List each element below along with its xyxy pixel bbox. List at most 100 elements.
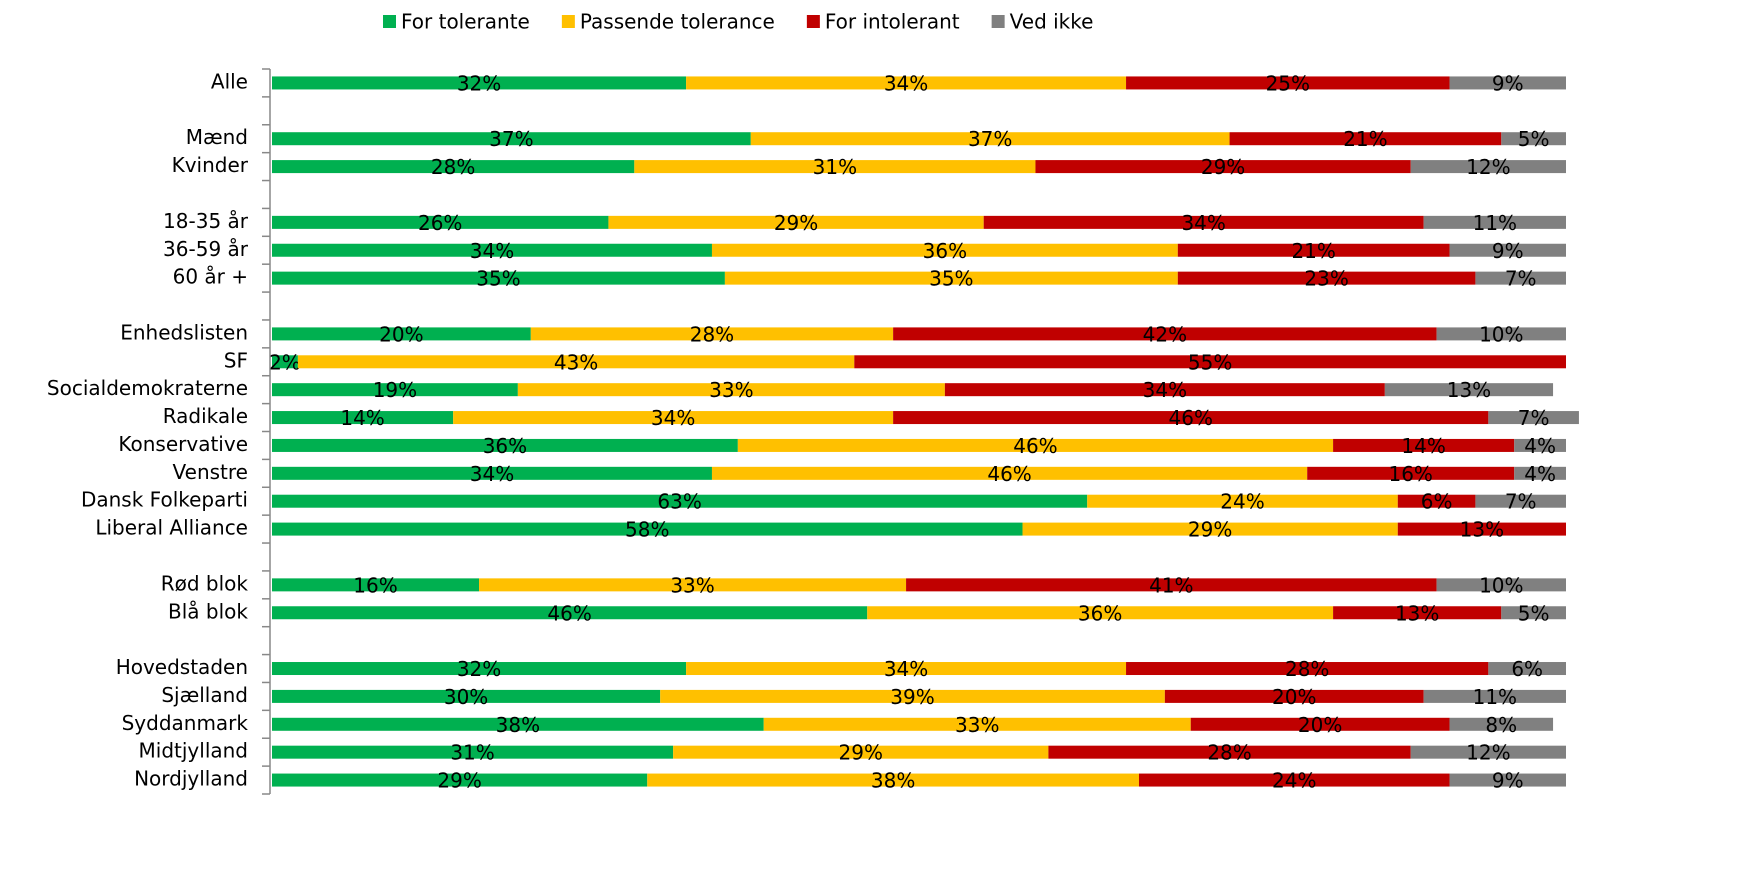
bar-segment <box>479 578 907 592</box>
bar-segment <box>1449 717 1554 731</box>
y-tick-label: Rød blok <box>161 571 249 595</box>
bar-segment <box>724 271 1178 285</box>
data-label: 58% <box>625 518 669 542</box>
data-label: 5% <box>1518 601 1550 625</box>
data-label: 16% <box>353 573 397 597</box>
bar-segment <box>272 383 518 397</box>
bar-segment <box>1501 606 1566 620</box>
data-label: 34% <box>470 462 514 486</box>
bar-segment <box>711 243 1178 257</box>
bar-segment <box>1384 383 1554 397</box>
y-tick-label: Midtjylland <box>139 739 248 763</box>
bar-segment <box>608 215 984 229</box>
bar-segment <box>647 773 1139 787</box>
data-label: 36% <box>483 434 527 458</box>
bar-segment <box>530 327 894 341</box>
y-tick-label: Konservative <box>118 432 248 456</box>
bar-segment <box>1514 466 1566 480</box>
bar-segment <box>517 383 945 397</box>
bar-segment <box>944 383 1385 397</box>
data-label: 31% <box>450 741 494 765</box>
bar-segment <box>1035 160 1411 174</box>
bar-segment <box>272 411 454 425</box>
bar-segment <box>272 662 687 676</box>
bar-segment <box>1449 76 1566 90</box>
bar-segment <box>1126 76 1450 90</box>
data-label: 25% <box>1266 71 1310 95</box>
y-tick-label: Enhedslisten <box>120 320 248 344</box>
bar-segment <box>686 76 1127 90</box>
data-label: 29% <box>1188 518 1232 542</box>
data-label: 41% <box>1149 573 1193 597</box>
data-label: 21% <box>1343 127 1387 151</box>
bar-segment <box>1501 132 1566 146</box>
data-label: 28% <box>1285 657 1329 681</box>
data-label: 28% <box>690 322 734 346</box>
data-label: 26% <box>418 211 462 235</box>
legend-label: Ved ikke <box>1010 10 1094 34</box>
y-tick-label: Liberal Alliance <box>95 516 248 540</box>
data-label: 33% <box>670 573 714 597</box>
y-tick-label: 36-59 år <box>163 237 249 261</box>
bar-segment <box>1410 745 1566 759</box>
bar-segment <box>1423 689 1566 703</box>
bar-segment <box>1190 717 1450 731</box>
data-label: 42% <box>1143 322 1187 346</box>
bar-segment <box>1423 215 1566 229</box>
data-label: 20% <box>379 322 423 346</box>
bar-segment <box>1475 494 1566 508</box>
y-tick-label: Alle <box>211 69 248 93</box>
bar-segment <box>1397 494 1476 508</box>
bar-segment <box>1048 745 1411 759</box>
data-label: 13% <box>1447 378 1491 402</box>
y-tick-label: 60 år + <box>173 265 248 289</box>
data-label: 43% <box>554 350 598 374</box>
data-label: 46% <box>547 601 591 625</box>
bar-segment <box>272 160 635 174</box>
y-tick-label: Dansk Folkeparti <box>81 488 248 512</box>
bar-segment <box>272 745 674 759</box>
data-label: 28% <box>1207 741 1251 765</box>
data-label: 7% <box>1518 406 1550 430</box>
data-label: 9% <box>1492 769 1524 793</box>
bar-segment <box>1333 438 1515 452</box>
bar-segment <box>1488 662 1566 676</box>
data-label: 34% <box>651 406 695 430</box>
bar-segment <box>673 745 1049 759</box>
data-label: 37% <box>968 127 1012 151</box>
data-label: 32% <box>457 71 501 95</box>
data-label: 63% <box>657 490 701 514</box>
data-label: 30% <box>444 685 488 709</box>
data-label: 7% <box>1505 490 1537 514</box>
data-label: 33% <box>709 378 753 402</box>
bar-segment <box>893 411 1489 425</box>
data-label: 8% <box>1485 713 1517 737</box>
y-tick-label: Syddanmark <box>122 711 249 735</box>
data-label: 35% <box>929 267 973 291</box>
data-label: 38% <box>496 713 540 737</box>
data-label: 9% <box>1492 71 1524 95</box>
y-tick-label: 18-35 år <box>163 209 249 233</box>
data-label: 12% <box>1466 741 1510 765</box>
data-label: 35% <box>476 267 520 291</box>
data-label: 13% <box>1460 518 1504 542</box>
data-label: 2% <box>269 350 301 374</box>
data-label: 20% <box>1272 685 1316 709</box>
legend-swatch <box>806 15 820 28</box>
data-label: 46% <box>1013 434 1057 458</box>
data-label: 9% <box>1492 239 1524 263</box>
legend-label: Passende tolerance <box>580 10 775 34</box>
bar-segment <box>1177 271 1476 285</box>
data-label: 34% <box>1143 378 1187 402</box>
bar-segment <box>1397 522 1566 536</box>
legend-label: For intolerant <box>825 10 960 34</box>
data-label: 6% <box>1421 490 1453 514</box>
legend-swatch <box>561 15 575 28</box>
bar-segment <box>686 662 1127 676</box>
data-label: 34% <box>884 71 928 95</box>
data-label: 29% <box>839 741 883 765</box>
data-label: 11% <box>1473 685 1517 709</box>
data-label: 46% <box>1169 406 1213 430</box>
data-label: 38% <box>871 769 915 793</box>
bar-segment <box>867 606 1334 620</box>
